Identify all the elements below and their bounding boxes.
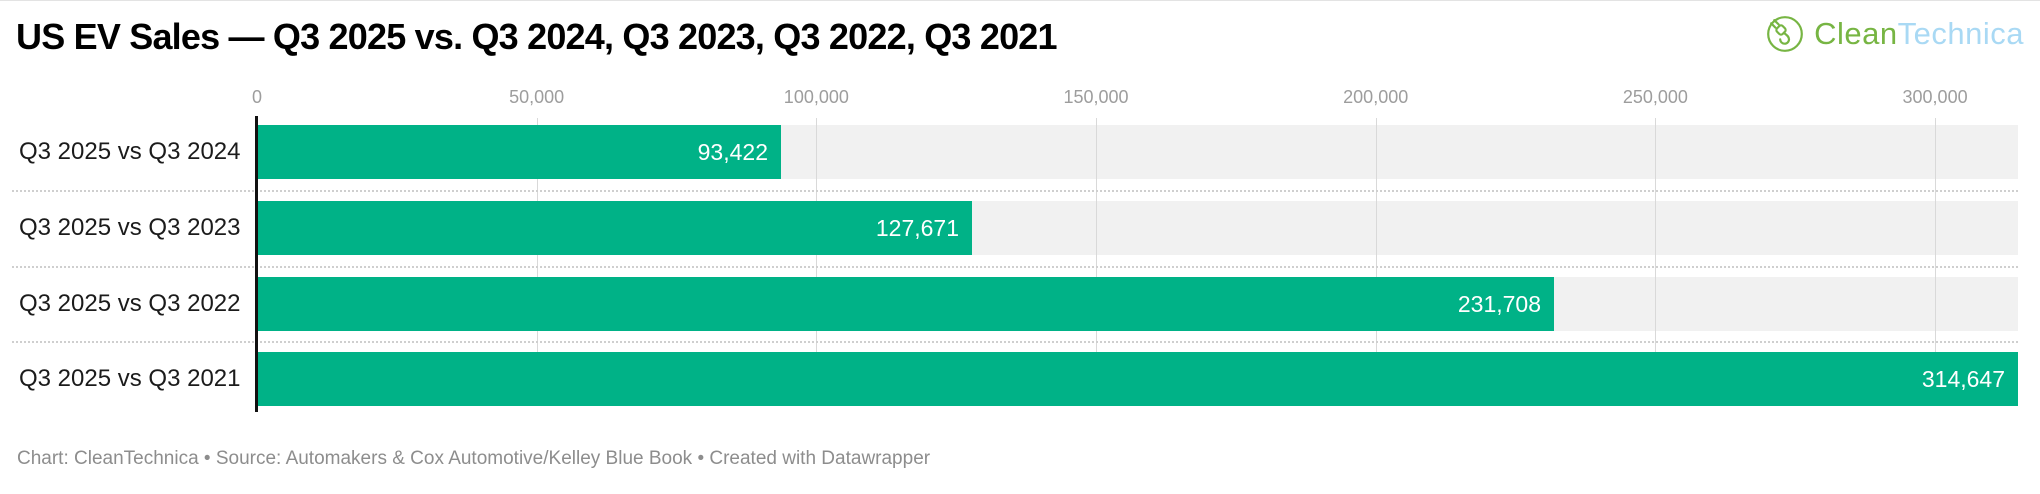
top-border xyxy=(0,0,2040,1)
gridline xyxy=(1376,118,1377,406)
gridline xyxy=(537,118,538,406)
gridline xyxy=(1655,118,1656,406)
cleantechnica-plug-icon xyxy=(1767,16,1804,52)
bar: 93,422 xyxy=(258,125,781,179)
row-separator xyxy=(12,341,2018,343)
row-separator xyxy=(12,190,2018,192)
x-tick-label: 0 xyxy=(251,87,263,107)
logo-text-clean: Clean xyxy=(1814,16,1898,51)
gridline xyxy=(1096,118,1097,406)
x-tick-label: 50,000 xyxy=(509,87,565,107)
row-label: Q3 2025 vs Q3 2023 xyxy=(19,214,241,241)
gridline xyxy=(1935,118,1936,406)
bar: 314,647 xyxy=(258,352,2018,406)
chart-title: US EV Sales — Q3 2025 vs. Q3 2024, Q3 20… xyxy=(16,16,1058,57)
gridline xyxy=(816,118,817,406)
logo-text-technica: Technica xyxy=(1897,16,2024,51)
row-separator xyxy=(12,266,2018,268)
x-tick-label: 300,000 xyxy=(1902,87,1968,107)
cleantechnica-logo-text: CleanTechnica xyxy=(1814,16,2024,52)
row-label: Q3 2025 vs Q3 2022 xyxy=(19,290,241,317)
x-tick-label: 250,000 xyxy=(1622,87,1688,107)
footer-credit: Chart: CleanTechnica • Source: Automaker… xyxy=(17,448,931,469)
bar-value-label: 231,708 xyxy=(1457,290,1541,317)
x-tick-label: 200,000 xyxy=(1343,87,1409,107)
bar-value-label: 127,671 xyxy=(875,214,959,241)
cleantechnica-logo[interactable]: CleanTechnica xyxy=(1765,14,2024,54)
bar-value-label: 93,422 xyxy=(697,138,768,165)
x-tick-label: 150,000 xyxy=(1063,87,1129,107)
x-tick-label: 100,000 xyxy=(783,87,849,107)
bar: 127,671 xyxy=(258,201,972,255)
row-label: Q3 2025 vs Q3 2021 xyxy=(19,365,241,392)
row-label: Q3 2025 vs Q3 2024 xyxy=(19,138,241,165)
bar: 231,708 xyxy=(258,277,1554,331)
y-axis-line xyxy=(255,116,258,412)
bar-value-label: 314,647 xyxy=(1921,365,2005,392)
